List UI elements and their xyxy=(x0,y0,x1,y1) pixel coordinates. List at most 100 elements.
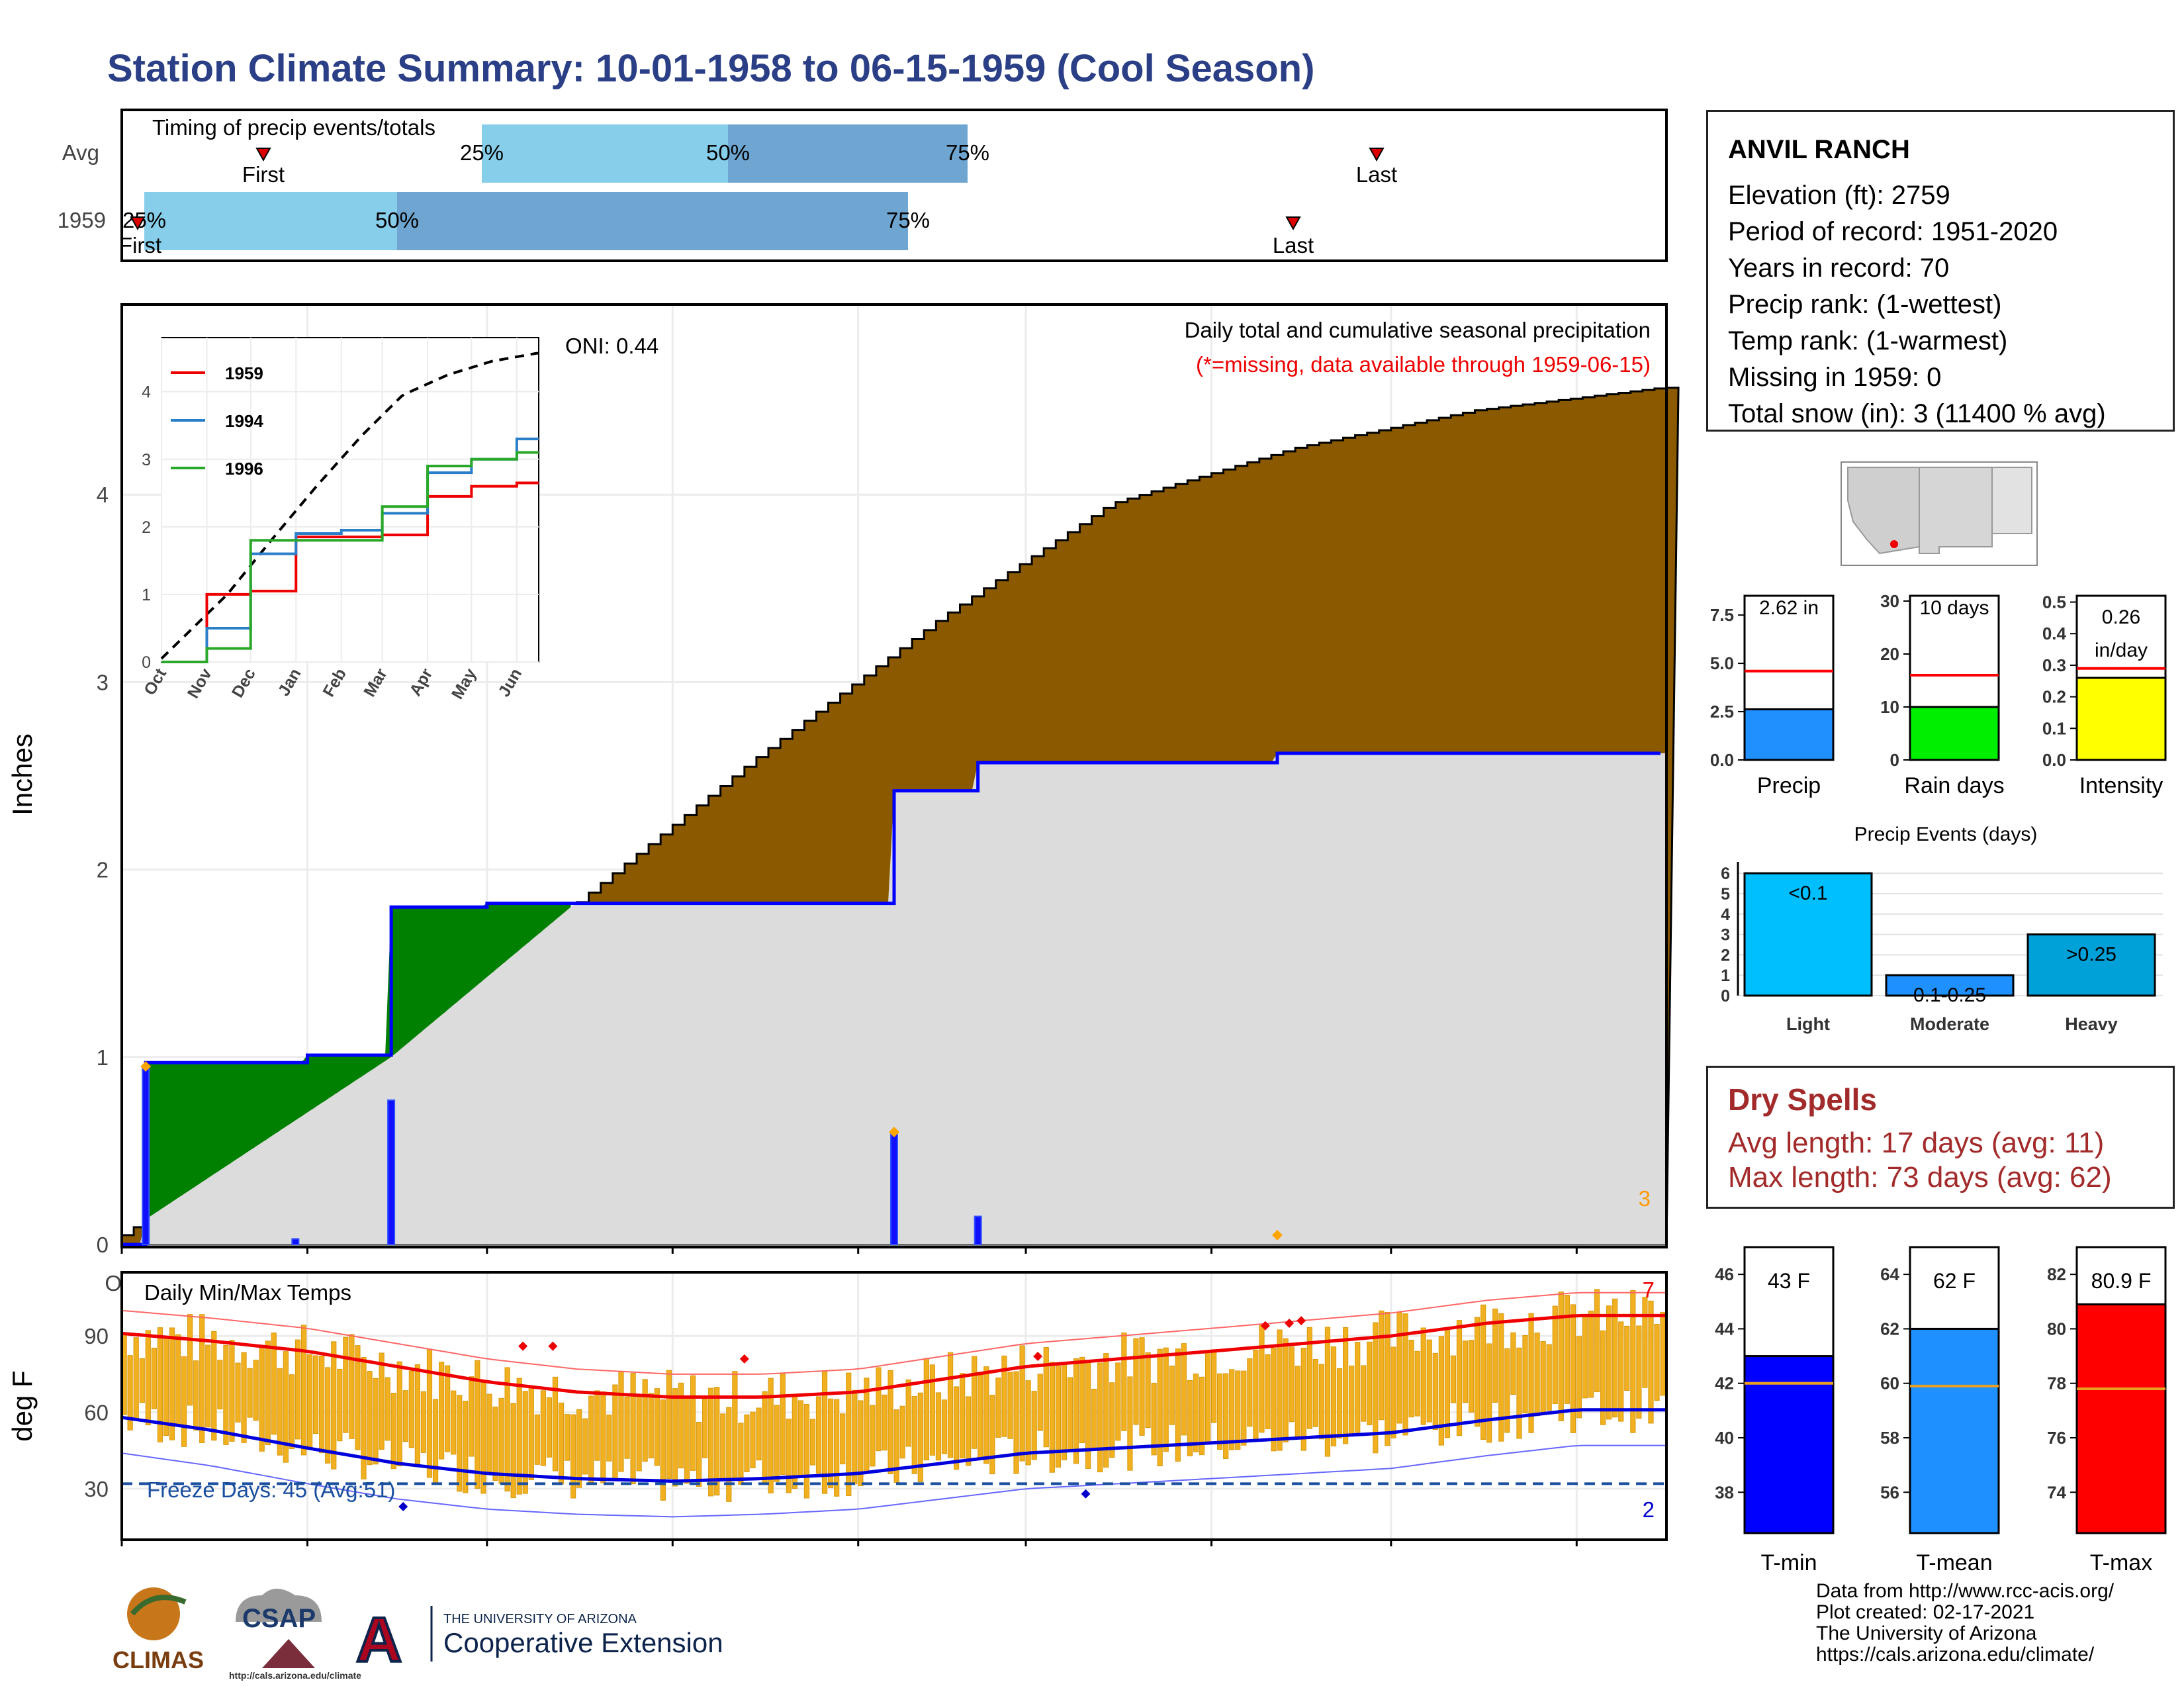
timing-avg-50-75 xyxy=(728,124,968,183)
temp-xtick-label: Oct xyxy=(105,1565,138,1569)
daily-temp-bar xyxy=(1289,1346,1295,1423)
daily-temp-bar xyxy=(1019,1345,1025,1462)
daily-temp-bar xyxy=(684,1396,690,1484)
min-record-count: 2 xyxy=(1643,1497,1655,1522)
gauge-rain_days-label: Rain days xyxy=(1904,773,2004,798)
temp-xtick-label: Nov xyxy=(288,1565,327,1569)
inset-ytick-label: 0 xyxy=(142,653,151,672)
record-high-marker xyxy=(518,1341,528,1351)
daily-temp-bar xyxy=(319,1356,325,1454)
temperature-gauges: 38 40 42 44 46 43 F T-min 56 58 60 62 64 62 F T-mean 7… xyxy=(1715,1246,2167,1575)
daily-temp-bar xyxy=(893,1409,899,1483)
daily-temp-bar xyxy=(1300,1348,1306,1451)
record-high-marker xyxy=(1285,1318,1295,1328)
daily-temp-bar xyxy=(708,1387,714,1497)
daily-temp-bar xyxy=(1115,1362,1121,1441)
cumulative-1959-line xyxy=(122,751,1661,1246)
gauge-precip-value: 2.62 in xyxy=(1759,597,1819,619)
daily-temp-bar xyxy=(834,1399,840,1497)
daily-temp-bar xyxy=(612,1384,618,1480)
timing-avg-last-marker xyxy=(1369,148,1385,162)
daily-temp-bar xyxy=(445,1365,451,1452)
temp-xtick-label: Mar xyxy=(1007,1565,1045,1569)
daily-temp-bar xyxy=(379,1352,385,1450)
daily-temp-bar xyxy=(1181,1343,1187,1436)
gauge-tmin-tick-label: 46 xyxy=(1715,1264,1734,1284)
daily-temp-bar xyxy=(552,1376,559,1472)
ua-logo-small: THE UNIVERSITY OF ARIZONA xyxy=(443,1612,637,1626)
timing-1959-50-75 xyxy=(397,192,908,250)
daily-temp-bar xyxy=(1420,1327,1426,1425)
daily-temp-bar xyxy=(1031,1391,1037,1460)
daily-temp-bar xyxy=(426,1349,433,1478)
dry-spells-title: Dry Spells xyxy=(1728,1082,1877,1117)
daily-temp-bar xyxy=(469,1376,475,1457)
daily-temp-bar xyxy=(492,1406,498,1481)
daily-temp-bar xyxy=(1205,1351,1211,1442)
timing-row-avg: Avg xyxy=(62,140,99,165)
daily-temp-bar xyxy=(1414,1350,1420,1417)
inset-legend-1996: 1996 xyxy=(225,459,263,479)
daily-temp-bar xyxy=(325,1367,331,1464)
daily-temp-bar xyxy=(1516,1347,1522,1439)
daily-temp-bar xyxy=(1283,1338,1289,1442)
daily-temp-bar xyxy=(827,1398,834,1489)
daily-temp-bar xyxy=(642,1379,648,1462)
daily-temp-bar xyxy=(1648,1300,1654,1424)
daily-temp-bar xyxy=(630,1372,636,1485)
daily-temp-bar xyxy=(438,1362,445,1460)
gauge-tmin-tick-label: 42 xyxy=(1715,1374,1734,1393)
gauge-tmax-tick-label: 76 xyxy=(2047,1428,2066,1448)
daily-temp-bar xyxy=(929,1364,936,1456)
daily-precip-bar xyxy=(890,1131,898,1245)
daily-temp-bar xyxy=(432,1399,439,1484)
daily-temp-bar xyxy=(1552,1305,1558,1404)
daily-temp-bar xyxy=(966,1396,972,1466)
daily-temp-bar xyxy=(145,1330,151,1426)
record-min-line xyxy=(121,1444,1666,1518)
daily-temp-bar xyxy=(876,1367,882,1452)
daily-temp-bar xyxy=(1588,1310,1594,1398)
gauge-intensity-tick-label: 0.3 xyxy=(2042,655,2066,675)
daily-temp-bar xyxy=(157,1327,163,1442)
daily-temp-bar xyxy=(1540,1341,1546,1415)
temp-xtick-label: Feb xyxy=(839,1565,877,1569)
station-name: ANVIL RANCH xyxy=(1728,135,1910,164)
daily-temp-bar xyxy=(1223,1373,1229,1459)
daily-temp-bar xyxy=(905,1379,911,1447)
station-location-dot xyxy=(1890,540,1898,548)
daily-temp-bar xyxy=(972,1356,978,1449)
main-ytick-label: 3 xyxy=(97,670,109,694)
daily-temp-bar xyxy=(510,1403,516,1499)
daily-temp-bar xyxy=(1163,1347,1169,1452)
daily-temp-bar xyxy=(1324,1327,1331,1457)
daily-temp-bar xyxy=(408,1370,414,1448)
average-max-line xyxy=(121,1313,1666,1399)
csap-cloud-icon xyxy=(236,1589,322,1622)
gauge-tmean-label: T-mean xyxy=(1916,1550,1992,1575)
climas-logo-swoosh xyxy=(130,1595,187,1616)
gauge-tmean-tick-label: 64 xyxy=(1880,1264,1899,1284)
daily-temp-bar xyxy=(1025,1380,1031,1466)
daily-temp-bar xyxy=(558,1402,565,1485)
daily-temp-bar xyxy=(1402,1313,1408,1436)
daily-temp-bar xyxy=(396,1361,402,1467)
average-min-line xyxy=(121,1408,1666,1483)
daily-temp-bar xyxy=(486,1393,492,1475)
oni-label: ONI: 0.44 xyxy=(565,334,659,358)
daily-temp-bar xyxy=(594,1390,600,1461)
below-area xyxy=(122,753,1666,1244)
credit-university: The University of Arizona xyxy=(1816,1622,2037,1644)
events-ytick-label: 6 xyxy=(1721,865,1730,883)
temp-ytick-label: 90 xyxy=(84,1324,109,1348)
daily-temp-bar xyxy=(259,1347,265,1452)
snow-marker xyxy=(140,1060,152,1072)
daily-temp-bar xyxy=(127,1355,133,1430)
daily-temp-bar xyxy=(1151,1382,1157,1456)
station-missing: Missing in 1959: 0 xyxy=(1728,363,1942,392)
daily-temp-bar xyxy=(1043,1347,1049,1448)
gauge-rain_days-tick-label: 0 xyxy=(1890,750,1899,770)
main-frame xyxy=(120,303,1668,1248)
dry-spells-avg: Avg length: 17 days (avg: 11) xyxy=(1728,1127,2105,1159)
daily-temp-bar xyxy=(1247,1358,1253,1427)
